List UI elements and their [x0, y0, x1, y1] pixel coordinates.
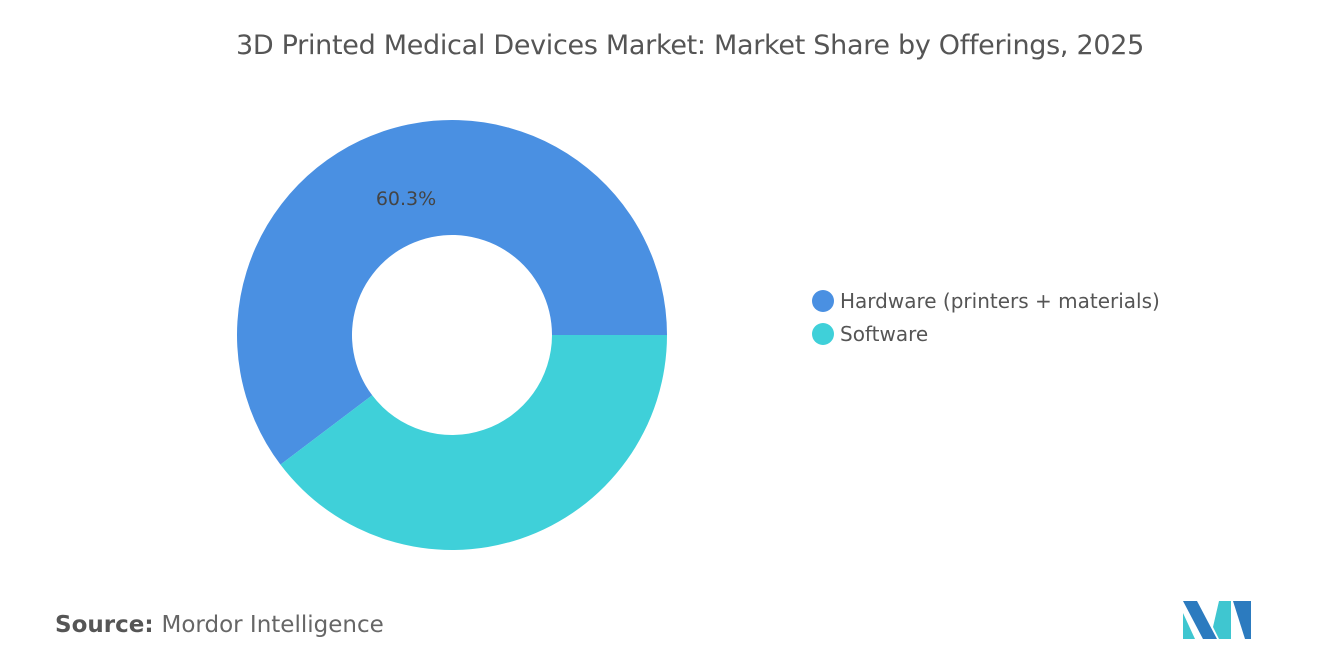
- chart-title: 3D Printed Medical Devices Market: Marke…: [236, 30, 1144, 61]
- slice-hardware: [237, 120, 667, 465]
- slice-software: [280, 335, 667, 551]
- source-note: Source: Mordor Intelligence: [55, 612, 384, 638]
- source-value: Mordor Intelligence: [161, 612, 384, 638]
- legend: Hardware (printers + materials) Software: [812, 284, 1160, 350]
- legend-label: Hardware (printers + materials): [840, 288, 1160, 313]
- legend-swatch: [812, 289, 834, 312]
- legend-label: Software: [840, 321, 929, 346]
- source-label: Source:: [55, 612, 154, 638]
- legend-item: Hardware (printers + materials): [812, 284, 1160, 317]
- legend-swatch: [812, 322, 834, 345]
- legend-item: Software: [812, 317, 1160, 350]
- data-label: 60.3%: [376, 188, 436, 210]
- mordor-intelligence-logo: [1183, 601, 1251, 639]
